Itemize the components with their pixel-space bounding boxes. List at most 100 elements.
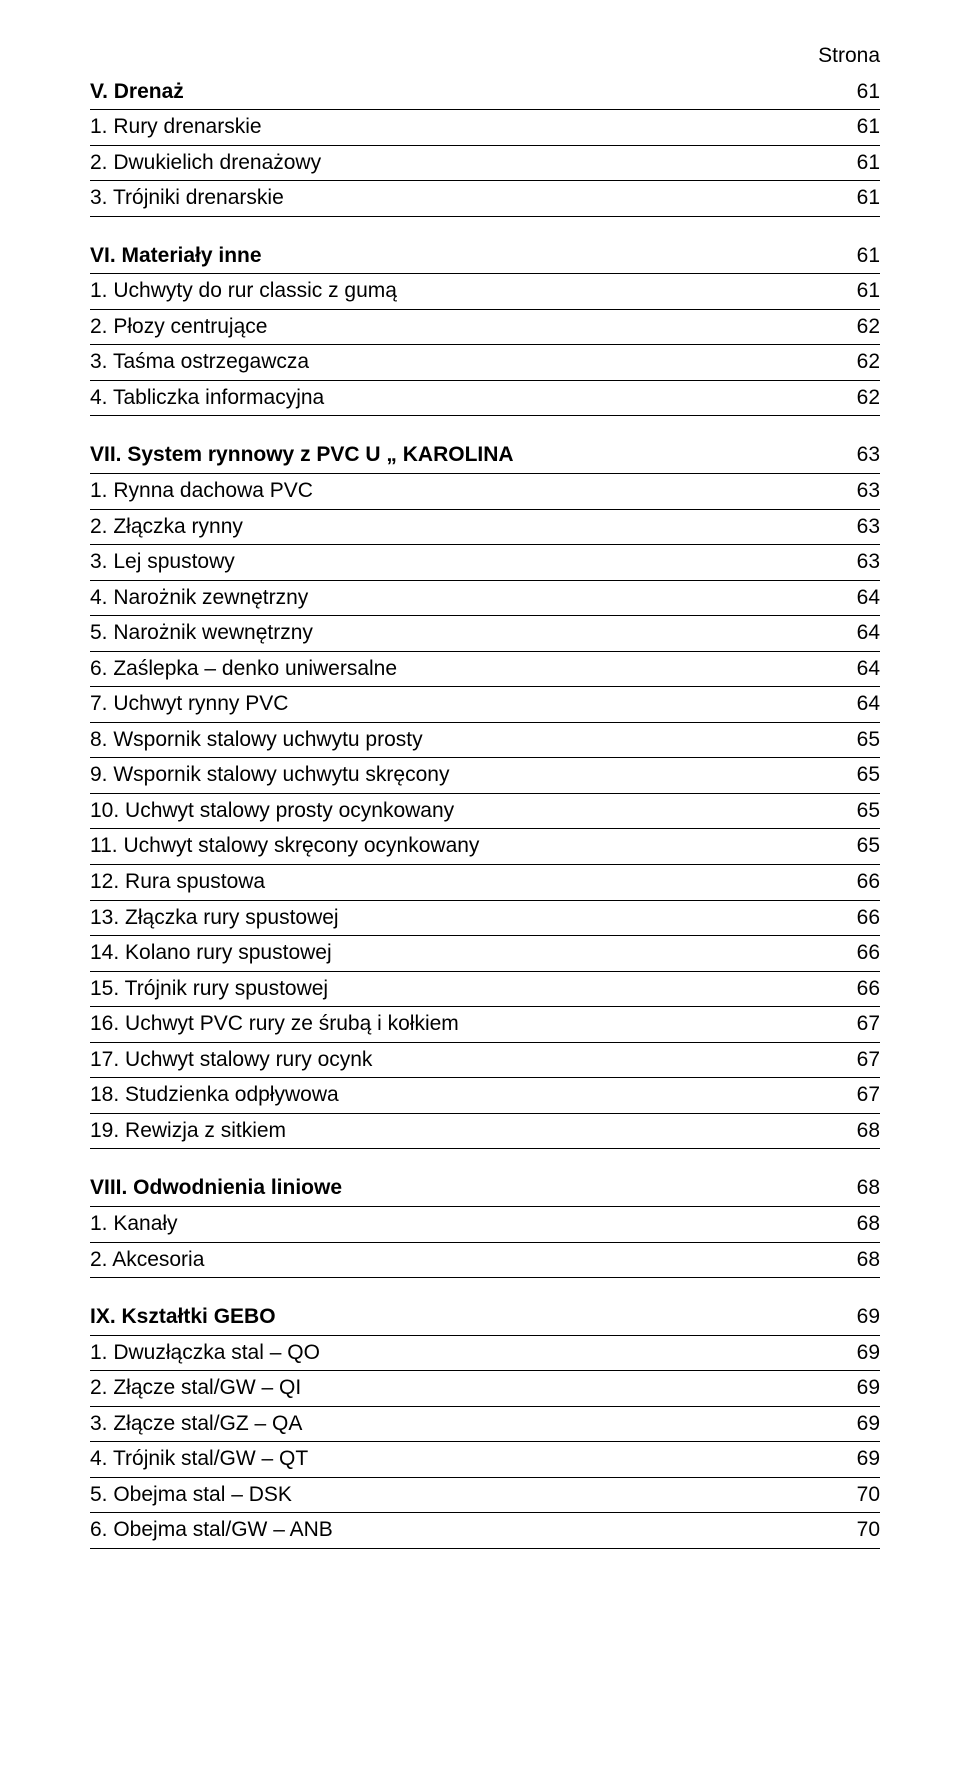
toc-row-label: 4. Narożnik zewnętrzny	[90, 582, 820, 615]
toc-row-label: 2. Złączka rynny	[90, 511, 820, 544]
section-title-row: IX. Kształtki GEBO69	[90, 1300, 880, 1336]
toc-row: 9. Wspornik stalowy uchwytu skręcony65	[90, 758, 880, 794]
toc-row-page: 65	[820, 724, 880, 757]
toc-row-label: 6. Obejma stal/GW – ANB	[90, 1514, 820, 1547]
toc-row: 13. Złączka rury spustowej66	[90, 901, 880, 937]
toc-row-label: 18. Studzienka odpływowa	[90, 1079, 820, 1112]
toc-row: 1. Uchwyty do rur classic z gumą61	[90, 274, 880, 310]
toc-row: 18. Studzienka odpływowa67	[90, 1078, 880, 1114]
toc-row: 2. Złącze stal/GW – QI69	[90, 1371, 880, 1407]
toc-row-label: 19. Rewizja z sitkiem	[90, 1115, 820, 1148]
toc-row-page: 70	[820, 1479, 880, 1512]
section-title-page: 69	[820, 1301, 880, 1334]
toc-row-label: 2. Dwukielich drenażowy	[90, 147, 820, 180]
toc-row-page: 66	[820, 902, 880, 935]
toc-row-label: 10. Uchwyt stalowy prosty ocynkowany	[90, 795, 820, 828]
toc-row-label: 3. Lej spustowy	[90, 546, 820, 579]
toc-row-label: 1. Rynna dachowa PVC	[90, 475, 820, 508]
section-title: VI. Materiały inne	[90, 240, 820, 273]
toc-row-page: 70	[820, 1514, 880, 1547]
toc-content: V. Drenaż611. Rury drenarskie612. Dwukie…	[90, 75, 880, 1549]
toc-row-page: 62	[820, 382, 880, 415]
toc-row-page: 65	[820, 759, 880, 792]
toc-row-page: 61	[820, 111, 880, 144]
toc-row-page: 63	[820, 511, 880, 544]
toc-section: VI. Materiały inne611. Uchwyty do rur cl…	[90, 239, 880, 417]
toc-row-label: 17. Uchwyt stalowy rury ocynk	[90, 1044, 820, 1077]
section-title-row: V. Drenaż61	[90, 75, 880, 111]
toc-row-page: 64	[820, 582, 880, 615]
toc-row-page: 65	[820, 830, 880, 863]
toc-section: VIII. Odwodnienia liniowe681. Kanały682.…	[90, 1171, 880, 1278]
toc-row-label: 7. Uchwyt rynny PVC	[90, 688, 820, 721]
toc-row-page: 69	[820, 1443, 880, 1476]
toc-row: 19. Rewizja z sitkiem68	[90, 1114, 880, 1150]
toc-row-label: 1. Uchwyty do rur classic z gumą	[90, 275, 820, 308]
toc-row: 6. Zaślepka – denko uniwersalne64	[90, 652, 880, 688]
toc-row: 3. Lej spustowy63	[90, 545, 880, 581]
toc-row-page: 69	[820, 1408, 880, 1441]
toc-row-label: 5. Narożnik wewnętrzny	[90, 617, 820, 650]
toc-row: 1. Rury drenarskie61	[90, 110, 880, 146]
toc-row-label: 4. Trójnik stal/GW – QT	[90, 1443, 820, 1476]
section-title-page: 61	[820, 76, 880, 109]
toc-row-page: 62	[820, 311, 880, 344]
toc-row: 6. Obejma stal/GW – ANB70	[90, 1513, 880, 1549]
toc-row: 15. Trójnik rury spustowej66	[90, 972, 880, 1008]
toc-row-page: 67	[820, 1008, 880, 1041]
toc-section: IX. Kształtki GEBO691. Dwuzłączka stal –…	[90, 1300, 880, 1549]
toc-row: 1. Kanały68	[90, 1207, 880, 1243]
toc-row-label: 9. Wspornik stalowy uchwytu skręcony	[90, 759, 820, 792]
toc-row-label: 13. Złączka rury spustowej	[90, 902, 820, 935]
toc-row-label: 1. Dwuzłączka stal – QO	[90, 1337, 820, 1370]
page-header-label: Strona	[90, 40, 880, 73]
toc-row-label: 8. Wspornik stalowy uchwytu prosty	[90, 724, 820, 757]
toc-row: 4. Tabliczka informacyjna62	[90, 381, 880, 417]
toc-row-page: 68	[820, 1208, 880, 1241]
toc-row-label: 2. Płozy centrujące	[90, 311, 820, 344]
toc-row: 2. Złączka rynny63	[90, 510, 880, 546]
section-title-page: 63	[820, 439, 880, 472]
section-title-row: VIII. Odwodnienia liniowe68	[90, 1171, 880, 1207]
toc-row-page: 66	[820, 937, 880, 970]
toc-row: 14. Kolano rury spustowej66	[90, 936, 880, 972]
toc-row-page: 61	[820, 275, 880, 308]
toc-row-page: 64	[820, 688, 880, 721]
toc-row-label: 11. Uchwyt stalowy skręcony ocynkowany	[90, 830, 820, 863]
toc-row: 5. Obejma stal – DSK70	[90, 1478, 880, 1514]
toc-row: 8. Wspornik stalowy uchwytu prosty65	[90, 723, 880, 759]
toc-row: 2. Dwukielich drenażowy61	[90, 146, 880, 182]
toc-row-label: 2. Złącze stal/GW – QI	[90, 1372, 820, 1405]
toc-row: 4. Narożnik zewnętrzny64	[90, 581, 880, 617]
toc-row-label: 2. Akcesoria	[90, 1244, 820, 1277]
section-title: VIII. Odwodnienia liniowe	[90, 1172, 820, 1205]
toc-row-label: 16. Uchwyt PVC rury ze śrubą i kołkiem	[90, 1008, 820, 1041]
toc-row-page: 61	[820, 182, 880, 215]
toc-row: 7. Uchwyt rynny PVC64	[90, 687, 880, 723]
toc-row: 3. Złącze stal/GZ – QA69	[90, 1407, 880, 1443]
toc-row-label: 5. Obejma stal – DSK	[90, 1479, 820, 1512]
toc-row-label: 1. Rury drenarskie	[90, 111, 820, 144]
section-title: VII. System rynnowy z PVC U „ KAROLINA	[90, 439, 820, 472]
toc-row-page: 65	[820, 795, 880, 828]
toc-row-page: 66	[820, 973, 880, 1006]
toc-row-page: 61	[820, 147, 880, 180]
toc-row-label: 12. Rura spustowa	[90, 866, 820, 899]
toc-row-page: 69	[820, 1372, 880, 1405]
toc-section: VII. System rynnowy z PVC U „ KAROLINA63…	[90, 438, 880, 1149]
toc-row: 2. Płozy centrujące62	[90, 310, 880, 346]
toc-row-page: 67	[820, 1044, 880, 1077]
section-title-page: 61	[820, 240, 880, 273]
toc-row-label: 3. Trójniki drenarskie	[90, 182, 820, 215]
toc-row-page: 68	[820, 1115, 880, 1148]
toc-row-label: 4. Tabliczka informacyjna	[90, 382, 820, 415]
toc-row-page: 63	[820, 546, 880, 579]
toc-row-label: 6. Zaślepka – denko uniwersalne	[90, 653, 820, 686]
toc-row-label: 14. Kolano rury spustowej	[90, 937, 820, 970]
toc-row-page: 64	[820, 617, 880, 650]
toc-row: 1. Rynna dachowa PVC63	[90, 474, 880, 510]
toc-row: 16. Uchwyt PVC rury ze śrubą i kołkiem67	[90, 1007, 880, 1043]
toc-row: 5. Narożnik wewnętrzny64	[90, 616, 880, 652]
section-title-page: 68	[820, 1172, 880, 1205]
section-title: IX. Kształtki GEBO	[90, 1301, 820, 1334]
